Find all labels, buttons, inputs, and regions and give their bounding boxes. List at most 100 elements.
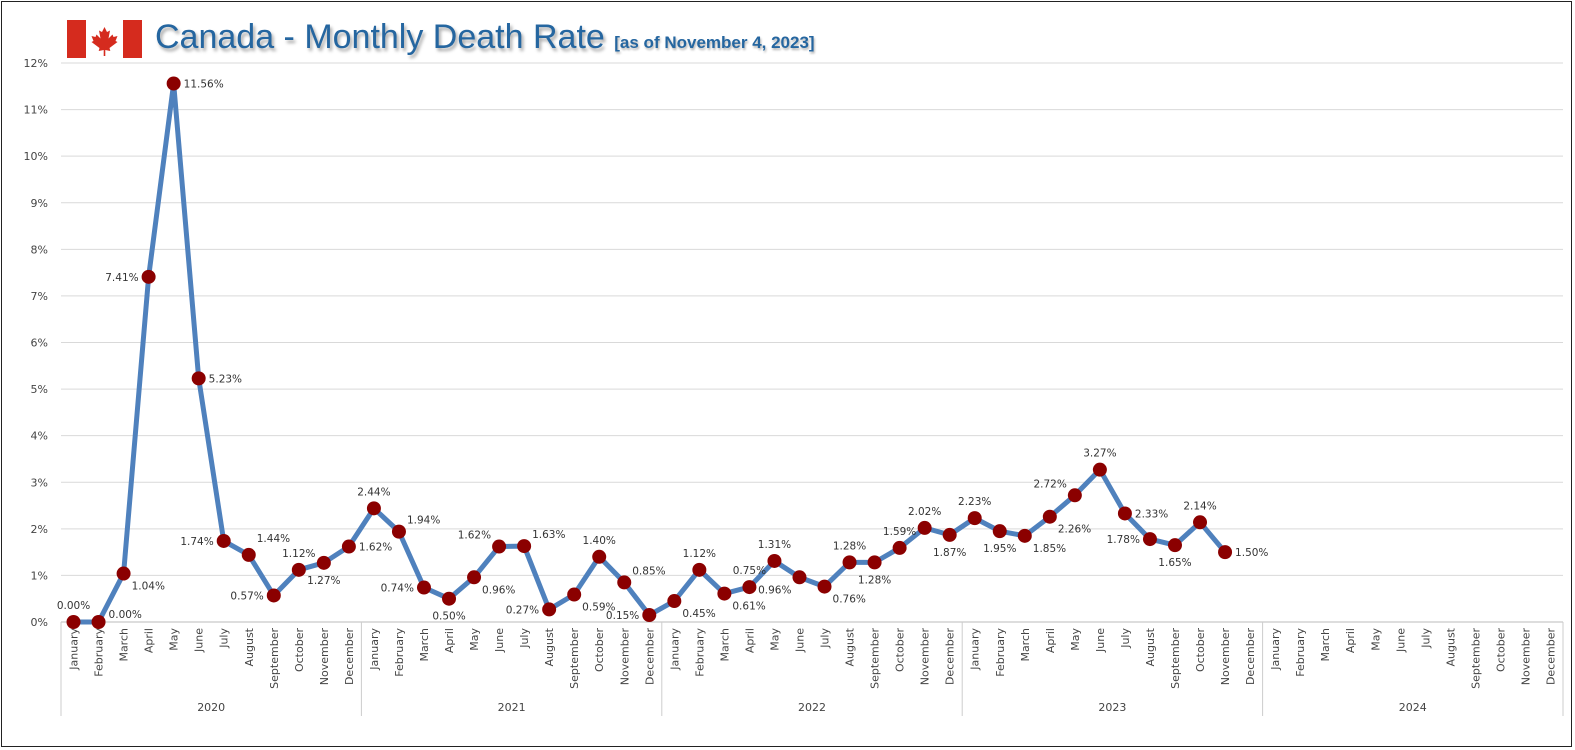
data-label: 1.40% (583, 535, 616, 547)
data-label: 1.65% (1158, 557, 1191, 569)
title-text: Canada - Monthly Death Rate (155, 18, 605, 56)
data-label: 1.31% (758, 539, 791, 551)
data-point (492, 539, 507, 554)
data-label: 1.59% (883, 526, 916, 538)
x-tick-year: 2023 (1098, 701, 1126, 714)
x-tick-month: May (1069, 628, 1082, 651)
x-tick-year: 2020 (197, 701, 225, 714)
data-point (116, 566, 131, 581)
data-point (967, 511, 982, 526)
data-point (91, 615, 106, 629)
chart-title: Canada - Monthly Death Rate [as of Novem… (155, 18, 815, 57)
x-tick-month: December (1244, 628, 1257, 686)
y-tick-label: 10% (24, 150, 48, 163)
data-point (842, 555, 857, 570)
data-label: 0.76% (833, 594, 866, 606)
x-tick-month: July (518, 628, 531, 649)
data-point (917, 520, 932, 535)
x-tick-month: August (1144, 627, 1157, 666)
x-tick-month: January (668, 628, 681, 671)
x-tick-year: 2022 (798, 701, 826, 714)
x-tick-month: October (593, 628, 606, 672)
data-label: 0.75% (733, 565, 766, 577)
data-label: 0.96% (482, 584, 515, 596)
data-label: 1.12% (683, 548, 716, 560)
data-point (1142, 532, 1157, 547)
x-tick-month: April (1344, 628, 1357, 653)
y-tick-label: 3% (31, 476, 48, 489)
x-tick-month: December (1544, 628, 1557, 686)
x-tick-month: February (93, 628, 106, 677)
data-label: 1.87% (933, 547, 966, 559)
data-label: 0.50% (432, 611, 465, 623)
data-point (992, 524, 1007, 539)
data-label: 0.15% (606, 610, 639, 622)
data-point (442, 591, 457, 606)
x-tick-month: June (793, 628, 806, 653)
data-label: 0.27% (506, 604, 539, 616)
x-tick-month: September (568, 628, 581, 689)
data-label: 1.78% (1107, 534, 1140, 546)
data-point (1067, 488, 1082, 503)
y-tick-label: 7% (31, 290, 48, 303)
x-tick-month: May (468, 628, 481, 651)
x-tick-month: May (1369, 628, 1382, 651)
x-tick-year: 2021 (498, 701, 526, 714)
x-tick-month: June (193, 628, 206, 653)
x-tick-month: November (618, 628, 631, 686)
x-tick-month: November (318, 628, 331, 686)
canada-flag-icon (67, 20, 142, 58)
data-label: 11.56% (184, 78, 224, 90)
data-label: 1.12% (282, 548, 315, 560)
x-tick-month: September (1469, 628, 1482, 689)
data-point (592, 549, 607, 564)
data-label: 0.45% (682, 608, 715, 620)
x-tick-month: November (1519, 628, 1532, 686)
x-tick-month: May (768, 628, 781, 651)
data-point (542, 602, 557, 617)
x-tick-month: September (869, 628, 882, 689)
y-tick-label: 9% (31, 197, 48, 210)
data-point (66, 615, 81, 629)
x-tick-month: March (1019, 628, 1032, 662)
x-tick-month: August (1444, 627, 1457, 666)
x-tick-month: October (1194, 628, 1207, 672)
x-tick-month: June (1094, 628, 1107, 653)
data-label: 1.04% (132, 581, 165, 593)
data-point (216, 533, 231, 548)
data-label: 0.00% (109, 609, 142, 621)
data-point (1167, 538, 1182, 553)
data-label: 1.63% (532, 529, 565, 541)
y-tick-label: 11% (24, 104, 48, 117)
x-tick-month: April (743, 628, 756, 653)
series-line (73, 80, 1227, 625)
x-tick-month: February (994, 628, 1007, 677)
x-tick-month: August (243, 627, 256, 666)
data-point (1193, 515, 1208, 530)
data-label: 2.72% (1033, 478, 1066, 490)
x-tick-month: March (118, 628, 131, 662)
data-label: 7.41% (105, 272, 138, 284)
data-point (742, 580, 757, 595)
data-label: 1.62% (359, 542, 392, 554)
x-tick-month: October (1494, 628, 1507, 672)
data-label: 0.96% (758, 584, 791, 596)
x-tick-month: March (418, 628, 431, 662)
data-point (767, 553, 782, 568)
y-tick-label: 12% (24, 57, 48, 70)
data-point (341, 539, 356, 554)
data-label: 1.27% (307, 575, 340, 587)
x-tick-month: June (493, 628, 506, 653)
data-label: 2.23% (958, 496, 991, 508)
data-label: 1.28% (833, 540, 866, 552)
data-label: 2.02% (908, 506, 941, 518)
x-tick-month: June (1394, 628, 1407, 653)
data-label: 5.23% (209, 373, 242, 385)
data-point (642, 608, 657, 623)
x-tick-month: July (819, 628, 832, 649)
data-point (1218, 545, 1233, 560)
x-tick-month: September (268, 628, 281, 689)
data-point (191, 371, 206, 386)
